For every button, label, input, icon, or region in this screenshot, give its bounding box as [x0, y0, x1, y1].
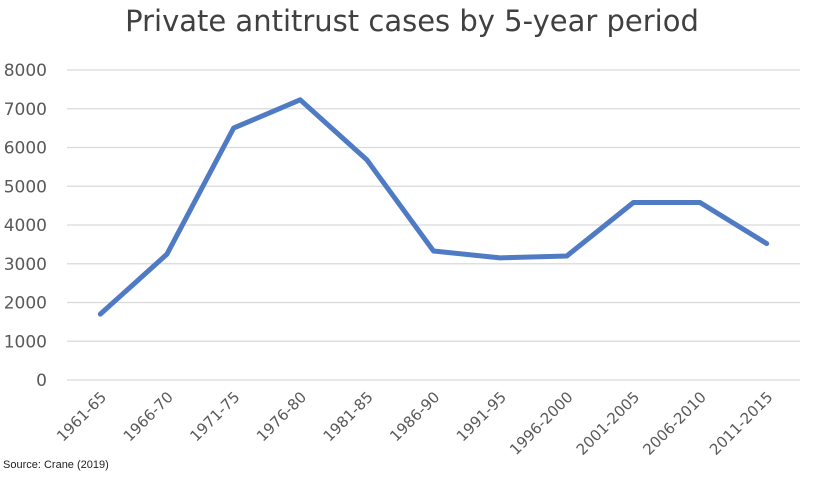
x-tick-label: 1981-85 — [320, 388, 377, 445]
chart-title: Private antitrust cases by 5-year period — [125, 4, 699, 38]
x-axis-ticks: 1961-65 1966-70 1971-75 1976-80 1981-85 1986-… — [53, 388, 776, 459]
source-note: Source: Crane (2019) — [3, 459, 109, 471]
x-tick-label: 1986-90 — [386, 388, 443, 445]
x-tick-label: 2001-2005 — [573, 388, 644, 459]
y-tick-label: 2000 — [4, 294, 47, 314]
x-tick-label: 1976-80 — [253, 388, 310, 445]
y-tick-label: 3000 — [4, 255, 47, 275]
x-tick-label: 1966-70 — [120, 388, 177, 445]
y-tick-label: 8000 — [4, 61, 47, 81]
x-tick-label: 1971-75 — [186, 388, 243, 445]
gridlines — [67, 69, 800, 381]
series-line-0 — [97, 97, 770, 317]
y-axis-ticks: 0 1000 2000 3000 4000 5000 6000 7000 8000 — [4, 61, 47, 391]
x-tick-label: 1961-65 — [53, 388, 110, 445]
y-tick-label: 0 — [36, 371, 47, 391]
y-tick-label: 4000 — [4, 216, 47, 236]
y-tick-label: 7000 — [4, 100, 47, 120]
y-tick-label: 5000 — [4, 177, 47, 197]
x-tick-label: 2006-2010 — [639, 388, 710, 459]
x-tick-label: 1991-95 — [453, 388, 510, 445]
series-line-layer — [97, 97, 770, 317]
y-tick-label: 1000 — [4, 332, 47, 352]
x-tick-label: 1996-2000 — [506, 388, 577, 459]
x-tick-label: 2011-2015 — [706, 388, 777, 459]
y-tick-label: 6000 — [4, 139, 47, 159]
